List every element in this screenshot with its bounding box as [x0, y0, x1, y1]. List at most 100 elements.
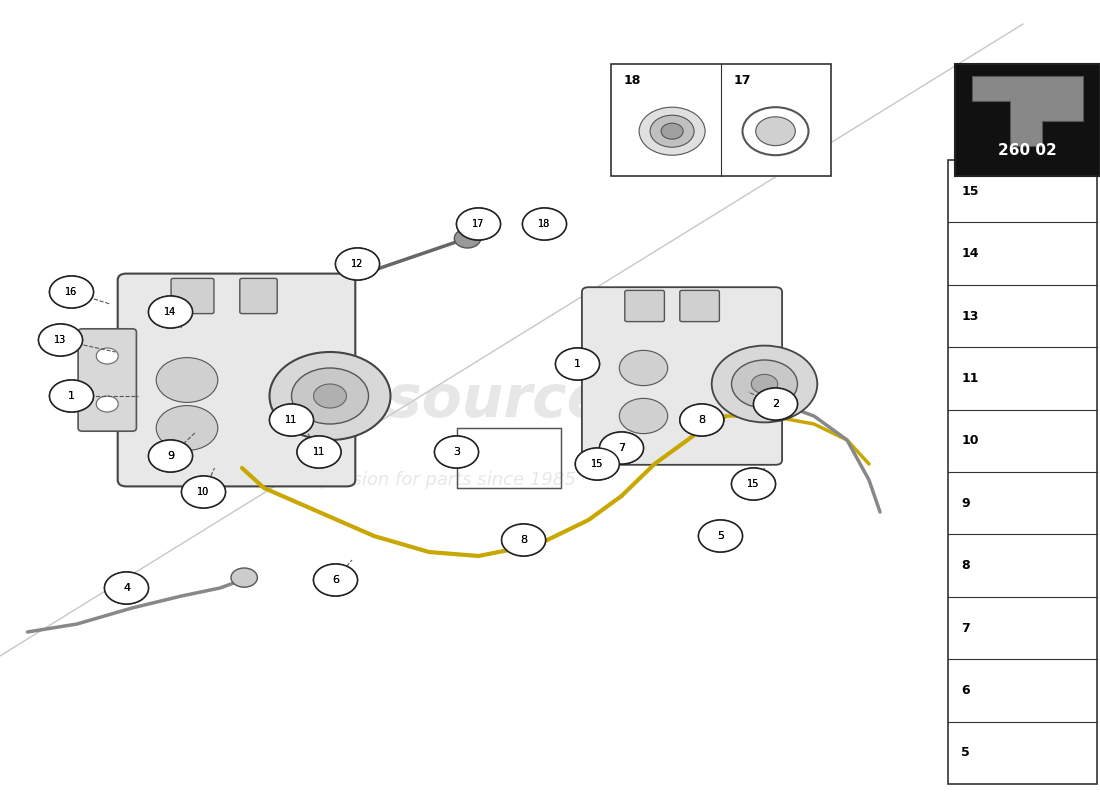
Text: 17: 17 [472, 219, 485, 229]
Text: 11: 11 [285, 415, 298, 425]
Circle shape [270, 352, 390, 440]
Text: 8: 8 [698, 415, 705, 425]
Text: eurosources: eurosources [238, 371, 642, 429]
Text: 16: 16 [65, 287, 78, 297]
Circle shape [754, 388, 798, 420]
Text: 7: 7 [618, 443, 625, 453]
Text: 8: 8 [520, 535, 527, 545]
Circle shape [754, 388, 798, 420]
Text: 5: 5 [717, 531, 724, 541]
Circle shape [456, 208, 501, 240]
Circle shape [698, 520, 742, 552]
Circle shape [156, 406, 218, 450]
Text: 4: 4 [123, 583, 130, 593]
Text: 10: 10 [961, 434, 979, 447]
Circle shape [751, 374, 778, 394]
Circle shape [50, 380, 94, 412]
Text: 5: 5 [961, 746, 970, 759]
Circle shape [270, 404, 314, 436]
Text: 15: 15 [747, 479, 760, 489]
Circle shape [680, 404, 724, 436]
FancyBboxPatch shape [582, 287, 782, 465]
Text: 12: 12 [351, 259, 364, 269]
Circle shape [600, 432, 643, 464]
Text: 13: 13 [54, 335, 67, 345]
Circle shape [575, 448, 619, 480]
Text: 14: 14 [164, 307, 177, 317]
Circle shape [39, 324, 82, 356]
Polygon shape [972, 76, 1082, 146]
Circle shape [502, 524, 546, 556]
FancyBboxPatch shape [948, 160, 1097, 784]
Circle shape [698, 520, 742, 552]
Circle shape [732, 468, 775, 500]
Text: 17: 17 [472, 219, 485, 229]
Circle shape [742, 107, 808, 155]
Text: 18: 18 [538, 219, 551, 229]
Text: 9: 9 [961, 497, 970, 510]
Circle shape [680, 404, 724, 436]
Circle shape [314, 564, 358, 596]
Circle shape [556, 348, 600, 380]
Text: 13: 13 [961, 310, 979, 322]
Circle shape [314, 384, 346, 408]
Text: 15: 15 [961, 185, 979, 198]
Circle shape [297, 436, 341, 468]
Circle shape [97, 348, 119, 364]
Text: 11: 11 [312, 447, 326, 457]
FancyBboxPatch shape [680, 290, 719, 322]
Text: 9: 9 [167, 451, 174, 461]
Text: 12: 12 [351, 259, 364, 269]
Circle shape [756, 117, 795, 146]
Circle shape [639, 107, 705, 155]
Circle shape [522, 208, 566, 240]
Circle shape [148, 296, 192, 328]
Circle shape [104, 572, 148, 604]
Circle shape [182, 476, 225, 508]
Circle shape [148, 440, 192, 472]
Text: 15: 15 [747, 479, 760, 489]
FancyBboxPatch shape [78, 329, 136, 431]
Text: 15: 15 [591, 459, 604, 469]
Text: 14: 14 [961, 247, 979, 260]
Text: 16: 16 [65, 287, 78, 297]
Circle shape [270, 404, 314, 436]
FancyBboxPatch shape [170, 278, 213, 314]
Circle shape [456, 208, 501, 240]
Text: 3: 3 [453, 447, 460, 457]
FancyBboxPatch shape [240, 278, 277, 314]
Text: 18: 18 [538, 219, 551, 229]
Text: 14: 14 [164, 307, 177, 317]
Text: 260 02: 260 02 [998, 143, 1057, 158]
Circle shape [104, 572, 148, 604]
Text: 17: 17 [734, 74, 751, 86]
Text: 7: 7 [961, 622, 970, 634]
Circle shape [39, 324, 82, 356]
FancyBboxPatch shape [625, 290, 664, 322]
Circle shape [156, 358, 218, 402]
Circle shape [297, 436, 341, 468]
Circle shape [336, 248, 380, 280]
Text: 10: 10 [197, 487, 210, 497]
Text: 1: 1 [68, 391, 75, 401]
Circle shape [50, 380, 94, 412]
Circle shape [522, 208, 566, 240]
Circle shape [732, 360, 798, 408]
Text: 11: 11 [312, 447, 326, 457]
Circle shape [97, 396, 119, 412]
Text: 8: 8 [520, 535, 527, 545]
Circle shape [712, 346, 817, 422]
Circle shape [148, 440, 192, 472]
Text: 4: 4 [123, 583, 130, 593]
Circle shape [454, 229, 481, 248]
Text: 3: 3 [453, 447, 460, 457]
Text: 13: 13 [54, 335, 67, 345]
Text: 11: 11 [285, 415, 298, 425]
Text: 8: 8 [698, 415, 705, 425]
Text: 9: 9 [167, 451, 174, 461]
Text: 1: 1 [574, 359, 581, 369]
Circle shape [336, 248, 380, 280]
Text: 10: 10 [197, 487, 210, 497]
Text: 6: 6 [332, 575, 339, 585]
Circle shape [182, 476, 225, 508]
